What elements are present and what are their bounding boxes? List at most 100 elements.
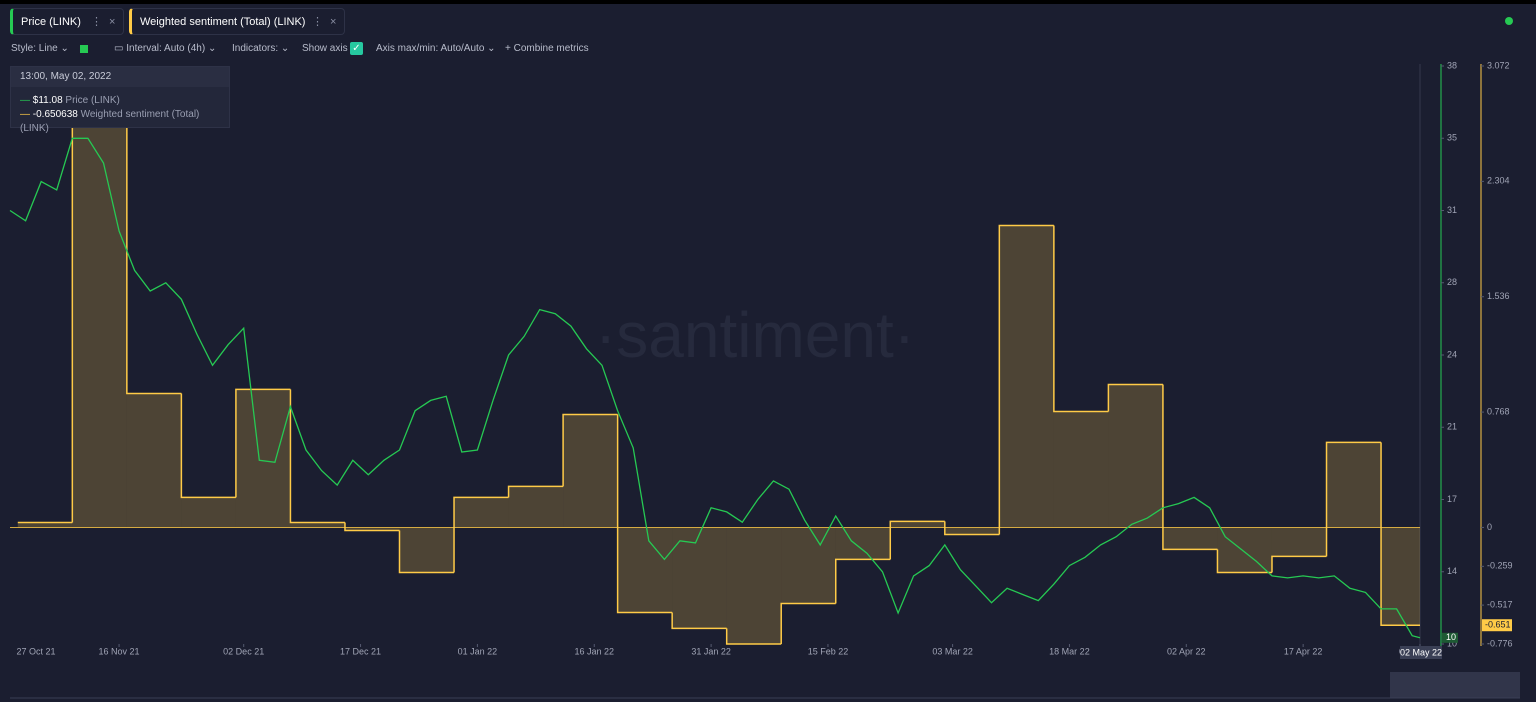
y2-tick-label: 0.768	[1487, 406, 1510, 416]
cursor-date: 02 May 22	[1400, 647, 1442, 657]
sentiment-area	[781, 527, 836, 604]
sentiment-step	[507, 485, 564, 498]
tab-label: Price (LINK)	[21, 16, 81, 28]
sentiment-area	[17, 522, 73, 528]
sentiment-area	[835, 527, 891, 560]
sentiment-tag-bg	[1482, 619, 1512, 632]
sentiment-step	[1053, 225, 1109, 413]
y-tick-label: 28	[1447, 277, 1457, 287]
y-tick-label: 31	[1447, 205, 1457, 215]
sentiment-area	[944, 527, 1000, 535]
sentiment-area	[344, 527, 400, 531]
sentiment-area	[290, 522, 345, 528]
sentiment-area	[1217, 527, 1272, 573]
tab-close-icon[interactable]: ×	[109, 16, 116, 28]
sentiment-step	[180, 393, 236, 499]
x-tick-label: 02 Apr 22	[1167, 646, 1206, 656]
navigator-window[interactable]	[1390, 672, 1520, 698]
sentiment-step	[126, 94, 182, 395]
sentiment-step	[1162, 384, 1218, 551]
show-axis-toggle[interactable]: Show axis	[302, 43, 348, 54]
sentiment-area	[399, 527, 455, 573]
sentiment-step	[344, 522, 400, 532]
sentiment-step	[562, 413, 618, 487]
toolbar-label: Combine metrics	[513, 43, 589, 54]
y2-tick-label: -0.259	[1487, 561, 1513, 571]
combine-button[interactable]: + Combine metrics	[505, 43, 589, 54]
tooltip-label: Price (LINK)	[65, 95, 120, 106]
sentiment-area	[890, 521, 945, 528]
y-tick-label: 17	[1447, 494, 1457, 504]
y2-tick-label: 0	[1487, 522, 1492, 532]
sentiment-step	[235, 388, 291, 498]
tab-menu-icon[interactable]: ⋮	[312, 16, 323, 28]
sentiment-step	[1380, 442, 1420, 626]
y-tick-label: 21	[1447, 422, 1457, 432]
sentiment-step	[834, 558, 891, 604]
y-tick-label: 35	[1447, 133, 1457, 143]
x-tick-label: 16 Nov 21	[99, 646, 140, 656]
x-tick-label: 15 Feb 22	[808, 646, 849, 656]
sentiment-step	[1325, 441, 1382, 557]
sentiment-area	[1271, 527, 1327, 557]
price-tag-bg	[1442, 632, 1458, 643]
sentiment-area	[1381, 527, 1420, 626]
toolbar-label: Interval: Auto (4h)	[126, 43, 206, 54]
sentiment-tag: -0.651	[1485, 620, 1511, 630]
interval-select[interactable]: ▭ Interval: Auto (4h) ⌄	[114, 43, 217, 54]
tooltip-body: — $11.08 Price (LINK) — -0.650638 Weight…	[11, 87, 229, 136]
tab-menu-icon[interactable]: ⋮	[91, 16, 102, 28]
sentiment-step	[289, 389, 345, 524]
sentiment-step	[1271, 555, 1327, 573]
checkbox[interactable]: ✓	[350, 42, 363, 55]
tooltip-value: -0.650638	[32, 109, 78, 120]
x-tick-label: 03 Mar 22	[932, 646, 973, 656]
indicators-select[interactable]: Indicators: ⌄	[232, 43, 290, 54]
sentiment-area	[72, 94, 127, 528]
sentiment-area	[1162, 527, 1218, 550]
sentiment-area	[1053, 411, 1109, 528]
sentiment-step	[998, 224, 1054, 535]
y2-tick-label: 3.072	[1487, 60, 1510, 70]
tooltip-row: — -0.650638 Weighted sentiment (Total) (…	[20, 109, 200, 134]
y2-tick-label: 2.304	[1487, 176, 1510, 186]
tooltip-value: $11.08	[32, 95, 63, 106]
watermark: ·santiment·	[595, 299, 915, 371]
sentiment-area	[508, 486, 564, 528]
cursor-date-bg	[1400, 646, 1442, 659]
x-tick-label: 17 Dec 21	[340, 646, 381, 656]
style-select[interactable]: Style: Line ⌄	[11, 43, 69, 54]
price-line	[9, 137, 1421, 639]
status-dot	[1505, 17, 1513, 25]
tab-close-icon[interactable]: ×	[330, 16, 337, 28]
sentiment-step	[453, 496, 509, 573]
x-tick-label: 16 Jan 22	[574, 646, 614, 656]
color-swatch[interactable]	[80, 45, 88, 53]
sentiment-step	[889, 520, 945, 560]
y2-tick-label: -0.776	[1487, 638, 1513, 648]
x-tick-label: 01 Jan 22	[458, 646, 498, 656]
sentiment-step	[1107, 383, 1163, 412]
x-tick-label: 18 Mar 22	[1049, 646, 1090, 656]
y-tick-label: 14	[1447, 566, 1457, 576]
sentiment-area	[181, 497, 236, 528]
tooltip-time: 13:00, May 02, 2022	[11, 67, 229, 87]
x-tick-label: 27 Oct 21	[16, 646, 55, 656]
tooltip: 13:00, May 02, 2022 — $11.08 Price (LINK…	[10, 66, 230, 134]
metric-tab[interactable]: Weighted sentiment (Total) (LINK) ⋮ ×	[129, 8, 345, 35]
metric-tab[interactable]: Price (LINK) ⋮ ×	[10, 8, 124, 35]
tooltip-row: — $11.08 Price (LINK)	[20, 95, 120, 106]
sentiment-step	[725, 628, 782, 645]
x-tick-label: 17 Apr 22	[1284, 646, 1323, 656]
sentiment-area	[617, 527, 673, 613]
x-tick-label: 31 Jan 22	[691, 646, 731, 656]
axis-maxmin-select[interactable]: Axis max/min: Auto/Auto ⌄	[376, 43, 496, 54]
sentiment-step	[398, 530, 455, 574]
sentiment-area	[672, 527, 727, 629]
sentiment-step	[1216, 549, 1272, 574]
sentiment-area	[235, 389, 291, 528]
y2-tick-label: -0.517	[1487, 599, 1513, 609]
sentiment-area	[126, 393, 182, 528]
